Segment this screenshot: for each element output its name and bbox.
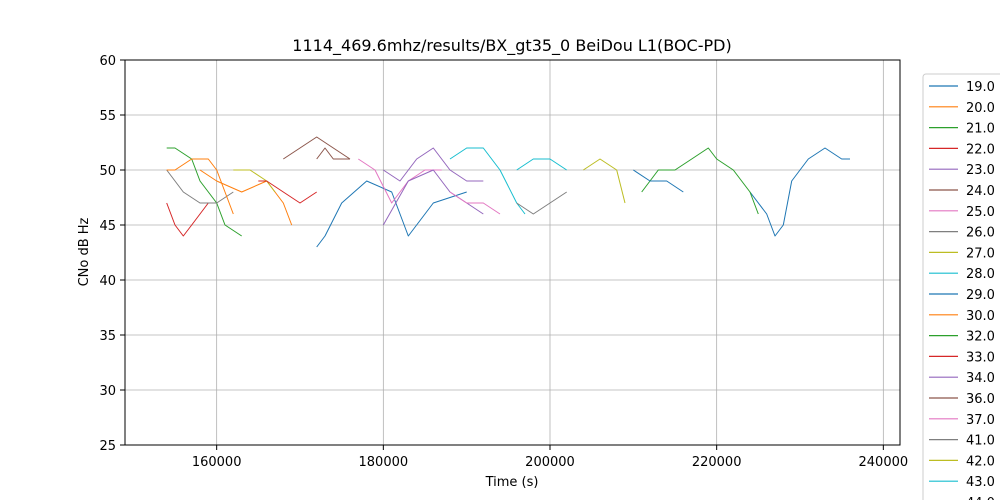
- legend-label: 21.0: [966, 122, 995, 137]
- x-tick-label: 220000: [692, 455, 742, 470]
- legend-label: 19.0: [966, 80, 995, 95]
- series-line-44.0: [633, 169, 684, 193]
- series-line-36.0: [316, 147, 350, 160]
- legend-label: 27.0: [966, 246, 995, 261]
- y-tick-label: 35: [99, 329, 116, 344]
- y-tick-label: 55: [99, 109, 116, 124]
- series-line-28.0: [449, 147, 526, 215]
- series-line-41.0: [516, 191, 567, 215]
- series-line-25.0: [358, 158, 442, 204]
- plot-area-frame: [124, 59, 901, 446]
- legend-label: 25.0: [966, 205, 995, 220]
- series-line-42.0: [583, 158, 626, 204]
- x-tick-label: 160000: [192, 455, 242, 470]
- plot-lines: [166, 136, 850, 248]
- legend-label: 36.0: [966, 392, 995, 407]
- series-line-23.0: [383, 147, 484, 182]
- x-tick-label: 200000: [525, 455, 575, 470]
- series-line-32.0: [641, 147, 759, 215]
- legend-label: 22.0: [966, 142, 995, 157]
- x-axis-label: Time (s): [485, 475, 539, 490]
- legend-label: 30.0: [966, 309, 995, 324]
- legend-box: [922, 73, 1000, 500]
- y-tick-label: 40: [99, 274, 116, 289]
- series-line-30.0: [166, 158, 234, 215]
- y-axis-label: CNo dB Hz: [77, 217, 92, 286]
- x-tick-label: 180000: [359, 455, 409, 470]
- legend-label: 37.0: [966, 413, 995, 428]
- legend: 19.0 20.0 21.0 22.0 23.0 24.0 25.0 26.0 27.0 28.0…: [922, 73, 1000, 500]
- y-tick-label: 50: [99, 164, 116, 179]
- legend-label: 42.0: [966, 454, 995, 469]
- series-line-26.0: [166, 169, 234, 204]
- series-line-21.0: [166, 147, 242, 237]
- series-line-37.0: [449, 191, 501, 215]
- legend-label: 34.0: [966, 371, 995, 386]
- legend-label: 29.0: [966, 288, 995, 303]
- y-tick-label: 25: [99, 439, 116, 454]
- y-axis-ticks: 25 30 35 40 45 50 55 60: [99, 54, 125, 454]
- legend-label: 24.0: [966, 184, 995, 199]
- y-tick-label: 45: [99, 219, 116, 234]
- series-line-43.0: [516, 158, 567, 171]
- x-tick-label: 240000: [859, 455, 909, 470]
- series-line-27.0: [233, 169, 276, 193]
- legend-label: 44.0: [966, 496, 995, 500]
- legend-label: 26.0: [966, 226, 995, 241]
- series-line-22.0: [166, 202, 209, 237]
- legend-label: 28.0: [966, 267, 995, 282]
- series-line-29.0: [749, 147, 850, 237]
- legend-label: 32.0: [966, 330, 995, 345]
- series-line-34.0: [382, 169, 484, 226]
- y-tick-label: 30: [99, 384, 116, 399]
- series-line-24.0: [283, 136, 351, 160]
- legend-label: 41.0: [966, 434, 995, 449]
- series-line-19.0: [316, 180, 467, 248]
- series-line-20.0: [199, 169, 293, 226]
- x-axis-ticks: 160000 180000 200000 220000 240000: [192, 445, 908, 470]
- legend-label: 43.0: [966, 475, 995, 490]
- series-line-33.0: [258, 180, 317, 204]
- legend-label: 23.0: [966, 163, 995, 178]
- legend-label: 33.0: [966, 350, 995, 365]
- y-tick-label: 60: [99, 54, 116, 69]
- legend-label: 20.0: [966, 101, 995, 116]
- chart-title: 1114_469.6mhz/results/BX_gt35_0 BeiDou L…: [292, 36, 731, 56]
